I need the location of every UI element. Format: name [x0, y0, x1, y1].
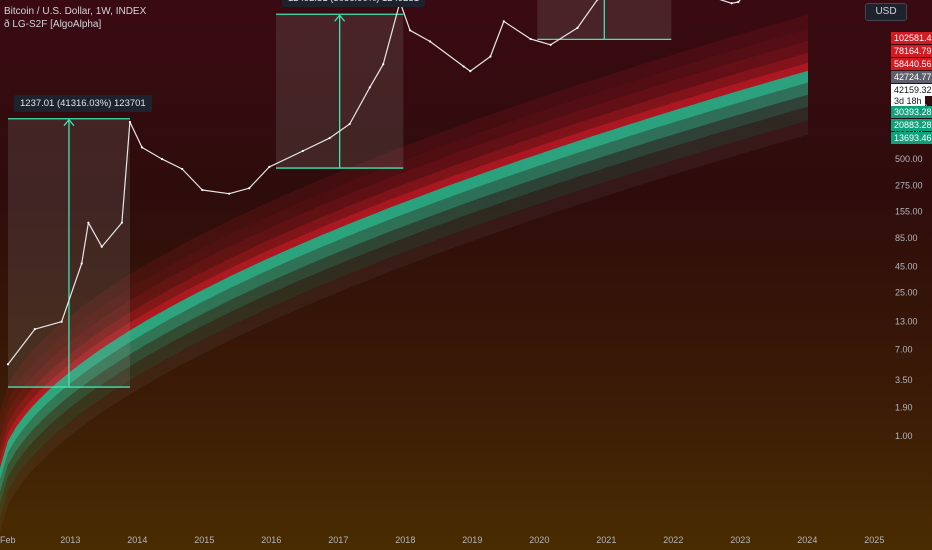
x-tick-label: 2014	[127, 535, 147, 545]
price-point	[469, 70, 472, 73]
x-tick-label: 2015	[194, 535, 214, 545]
price-point	[268, 165, 271, 168]
x-tick-label: 2024	[797, 535, 817, 545]
price-point	[301, 149, 304, 153]
price-point	[87, 221, 90, 224]
price-point	[33, 328, 36, 331]
price-point	[596, 0, 599, 1]
price-point	[529, 37, 532, 41]
x-tick-label: 2021	[596, 535, 616, 545]
price-tag-5: 3d 18h	[891, 95, 925, 107]
price-point	[737, 0, 740, 4]
x-tick-label: Feb	[0, 535, 16, 545]
x-tick-label: 2020	[529, 535, 549, 545]
price-point	[60, 320, 63, 323]
symbol-title: Bitcoin / U.S. Dollar, 1W, INDEX	[4, 6, 147, 17]
price-point	[489, 55, 492, 58]
x-tick-label: 2019	[462, 535, 482, 545]
price-point	[120, 221, 123, 224]
y-tick-label: 1.00	[895, 431, 913, 441]
y-tick-label: 3.50	[895, 375, 913, 385]
y-tick-label: 1.90	[895, 402, 913, 412]
price-point	[576, 26, 579, 29]
price-tag-3: 42724.77	[891, 71, 932, 83]
price-point	[140, 146, 144, 149]
range-box-label-1: 12492.31 (3056.90%) 1249231	[282, 0, 426, 8]
range-box-label-0: 1237.01 (41316.03%) 123701	[14, 94, 152, 112]
price-tag-0: 102581.47	[891, 32, 932, 44]
y-tick-label: 85.00	[895, 233, 918, 243]
y-tick-label: 45.00	[895, 261, 918, 271]
x-tick-label: 2018	[395, 535, 415, 545]
price-tag-2: 58440.56	[891, 58, 932, 70]
price-point	[6, 363, 10, 366]
x-tick-label: 2022	[663, 535, 683, 545]
price-point	[128, 120, 132, 124]
x-tick-label: 2023	[730, 535, 750, 545]
y-tick-label: 25.00	[895, 288, 918, 298]
price-tag-1: 78164.79	[891, 45, 932, 57]
price-point	[462, 65, 465, 68]
price-point	[248, 187, 251, 190]
price-point	[328, 137, 331, 140]
price-tag-6: 30393.28	[891, 106, 932, 118]
price-point	[730, 2, 733, 5]
price-point	[201, 188, 204, 192]
y-tick-label: 275.00	[895, 181, 923, 191]
range-box-arrowhead-1	[334, 14, 346, 22]
x-tick-label: 2025	[864, 535, 884, 545]
price-line	[7, 0, 741, 365]
price-point	[382, 63, 385, 66]
price-point	[502, 20, 505, 23]
range-box-arrowhead-0	[63, 118, 75, 127]
price-point	[80, 262, 83, 265]
indicator-title: ð LG-S2F [AlgoAlpha]	[4, 19, 102, 30]
price-point	[368, 86, 371, 89]
price-tag-8: 13693.46	[891, 132, 932, 144]
price-point	[348, 122, 351, 126]
y-tick-label: 13.00	[895, 317, 918, 327]
price-point	[228, 192, 231, 195]
y-tick-label: 500.00	[895, 154, 923, 164]
price-point	[429, 40, 432, 43]
price-point	[549, 43, 552, 46]
price-point	[161, 157, 164, 161]
price-point	[408, 29, 412, 32]
currency-button[interactable]: USD	[865, 3, 907, 21]
price-point	[100, 245, 103, 248]
y-tick-label: 7.00	[895, 344, 913, 354]
x-tick-label: 2017	[328, 535, 348, 545]
x-tick-label: 2016	[261, 535, 281, 545]
y-tick-label: 155.00	[895, 206, 923, 216]
x-tick-label: 2013	[60, 535, 80, 545]
price-point	[181, 167, 184, 171]
price-tag-7: 20883.28	[891, 119, 932, 131]
price-tag-4: 42159.32	[891, 84, 932, 96]
